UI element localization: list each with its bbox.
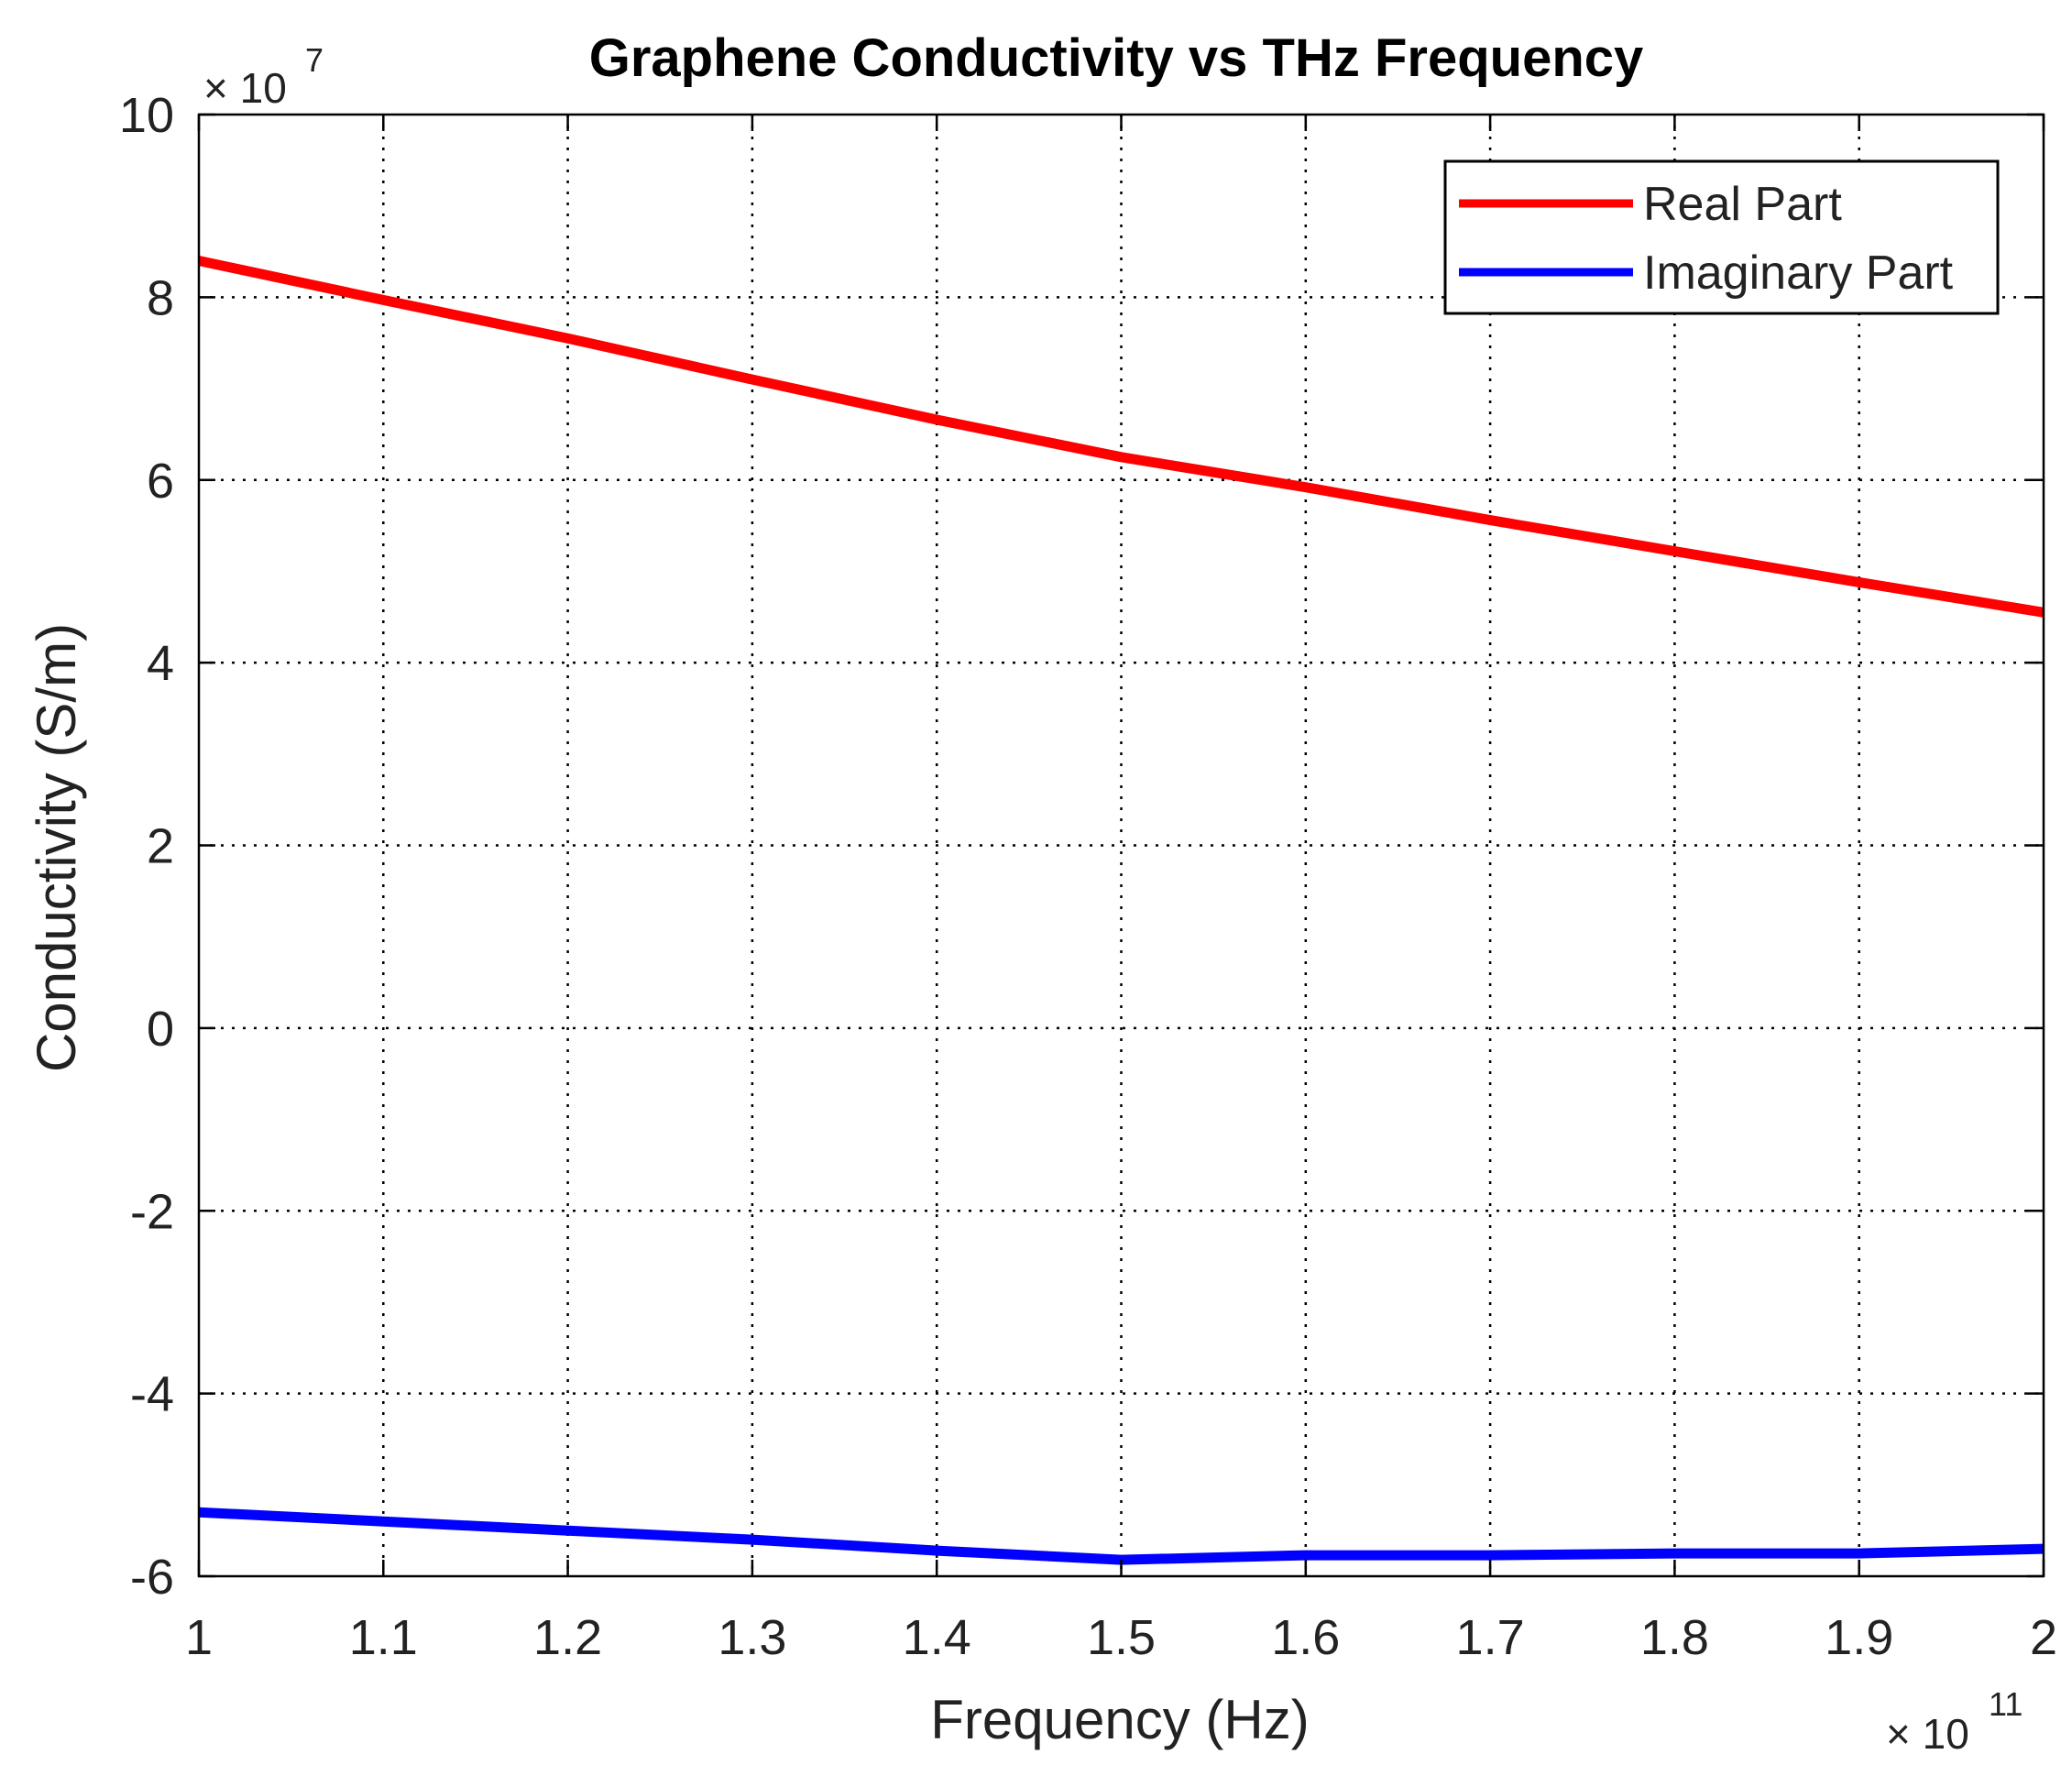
x-tick-label: 1.6: [1271, 1610, 1340, 1665]
x-tick-label: 1.5: [1087, 1610, 1156, 1665]
y-tick-label: 0: [147, 1002, 174, 1057]
legend: Real Part Imaginary Part: [1443, 159, 2000, 315]
x-tick-label: 2: [2030, 1610, 2057, 1665]
series-line-real-part: [197, 256, 2045, 618]
x-axis-label: Frequency (Hz): [930, 1689, 1309, 1750]
y-tick-label: 10: [119, 88, 174, 143]
y-axis-label: Conductivity (S/m): [26, 623, 87, 1072]
grid-lines: [199, 115, 2044, 1576]
legend-label-real-part: Real Part: [1643, 178, 1842, 231]
y-multiplier-exponent: 7: [305, 41, 323, 79]
x-tick-label: 1.8: [1640, 1610, 1709, 1665]
y-tick-label: 2: [147, 819, 174, 874]
x-multiplier-prefix: × 10: [1886, 1710, 1969, 1758]
y-tick-label: 6: [147, 454, 174, 509]
x-tick-label: 1.1: [349, 1610, 418, 1665]
y-multiplier-prefix: × 10: [203, 64, 287, 112]
tick-marks: [197, 113, 2045, 1578]
x-tick-label: 1.9: [1825, 1610, 1893, 1665]
y-tick-label: 4: [147, 636, 174, 691]
x-axis-multiplier: × 10 11: [1886, 1685, 2023, 1758]
x-tick-label: 1.2: [533, 1610, 602, 1665]
x-tick-labels: 1 1.1 1.2 1.3 1.4 1.5 1.6 1.7 1.8 1.9 2: [185, 1610, 2057, 1665]
y-tick-label: 8: [147, 270, 174, 325]
y-axis-multiplier: × 10 7: [203, 41, 323, 112]
y-tick-labels: -6 -4 -2 0 2 4 6 8 10: [119, 88, 174, 1605]
legend-label-imaginary-part: Imaginary Part: [1643, 247, 1954, 300]
y-tick-label: -6: [130, 1550, 174, 1605]
x-multiplier-exponent: 11: [1989, 1685, 2023, 1723]
x-tick-label: 1.4: [903, 1610, 971, 1665]
chart-title: Graphene Conductivity vs THz Frequency: [589, 28, 1644, 88]
y-tick-label: -2: [130, 1184, 174, 1239]
x-tick-label: 1: [185, 1610, 213, 1665]
x-tick-label: 1.3: [718, 1610, 786, 1665]
legend-box: [1443, 159, 2000, 315]
x-tick-label: 1.7: [1456, 1610, 1525, 1665]
y-tick-label: -4: [130, 1367, 174, 1422]
